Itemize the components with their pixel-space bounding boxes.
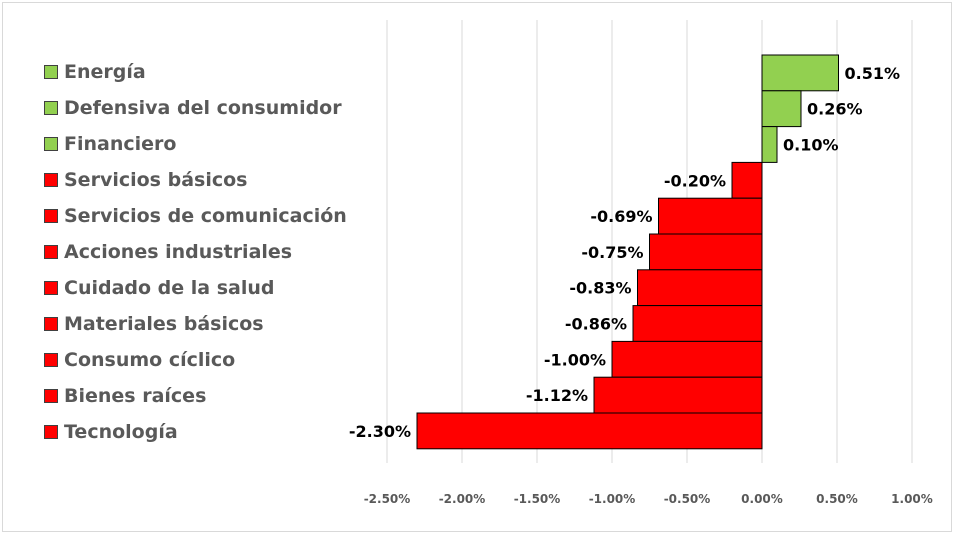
data-label: -1.00% [544, 350, 606, 369]
legend-item: Tecnología [44, 414, 347, 450]
x-tick-label: 0.50% [816, 492, 858, 506]
bar [593, 376, 763, 414]
data-label: -1.12% [526, 386, 588, 405]
legend-label: Financiero [64, 133, 177, 155]
data-label: -0.86% [565, 315, 627, 334]
x-axis-ticks: -2.50% -2.00% -1.50% -1.00% -0.50% 0.00% 0.50%… [364, 492, 933, 506]
legend-swatch [44, 101, 58, 115]
legend-item: Financiero [44, 126, 347, 162]
x-tick-label: 0.00% [741, 492, 783, 506]
legend-swatch [44, 137, 58, 151]
legend-item: Servicios de comunicación [44, 198, 347, 234]
bars [416, 54, 839, 450]
bar [761, 54, 839, 92]
legend-label: Acciones industriales [64, 241, 293, 263]
legend-label: Servicios básicos [64, 169, 248, 191]
legend-swatch [44, 425, 58, 439]
legend-item: Materiales básicos [44, 306, 347, 342]
x-tick-label: -2.50% [364, 492, 411, 506]
data-label: -0.69% [590, 207, 652, 226]
legend-swatch [44, 389, 58, 403]
legend-item: Servicios básicos [44, 162, 347, 198]
x-tick-label: -1.50% [514, 492, 561, 506]
legend-swatch [44, 173, 58, 187]
bar [649, 233, 763, 271]
legend-label: Defensiva del consumidor [64, 97, 342, 119]
legend-label: Servicios de comunicación [64, 205, 347, 227]
x-tick-label: 1.00% [891, 492, 933, 506]
legend-item: Consumo cíclico [44, 342, 347, 378]
legend-label: Energía [64, 61, 146, 83]
bar [761, 126, 778, 163]
legend-swatch [44, 353, 58, 367]
bar [611, 340, 763, 378]
legend-swatch [44, 245, 58, 259]
bar [632, 305, 763, 342]
data-label: 0.26% [807, 100, 863, 119]
legend-label: Tecnología [64, 421, 178, 443]
bar [761, 90, 802, 128]
data-label: -0.20% [664, 171, 726, 190]
data-labels: 0.51% 0.26% 0.10% -0.20% -0.69% -0.75% -0.83% -… [349, 64, 900, 441]
x-tick-label: -1.00% [589, 492, 636, 506]
legend-swatch [44, 317, 58, 331]
legend-label: Materiales básicos [64, 313, 264, 335]
data-label: -2.30% [349, 422, 411, 441]
bar [416, 412, 763, 450]
legend-item: Cuidado de la salud [44, 270, 347, 306]
x-tick-label: -2.00% [439, 492, 486, 506]
legend-item: Acciones industriales [44, 234, 347, 270]
bar [731, 161, 763, 199]
legend-item: Bienes raíces [44, 378, 347, 414]
legend-label: Bienes raíces [64, 385, 207, 407]
bar [637, 269, 763, 307]
data-label: 0.51% [845, 64, 901, 83]
legend: Energía Defensiva del consumidor Financier… [44, 54, 347, 450]
x-tick-label: -0.50% [664, 492, 711, 506]
legend-swatch [44, 209, 58, 223]
legend-item: Defensiva del consumidor [44, 90, 347, 126]
legend-label: Consumo cíclico [64, 349, 236, 371]
data-label: 0.10% [783, 136, 839, 155]
data-label: -0.83% [569, 279, 631, 298]
legend-swatch [44, 65, 58, 79]
legend-item: Energía [44, 54, 347, 90]
data-label: -0.75% [581, 243, 643, 262]
legend-label: Cuidado de la salud [64, 277, 275, 299]
legend-swatch [44, 281, 58, 295]
bar [658, 197, 763, 235]
